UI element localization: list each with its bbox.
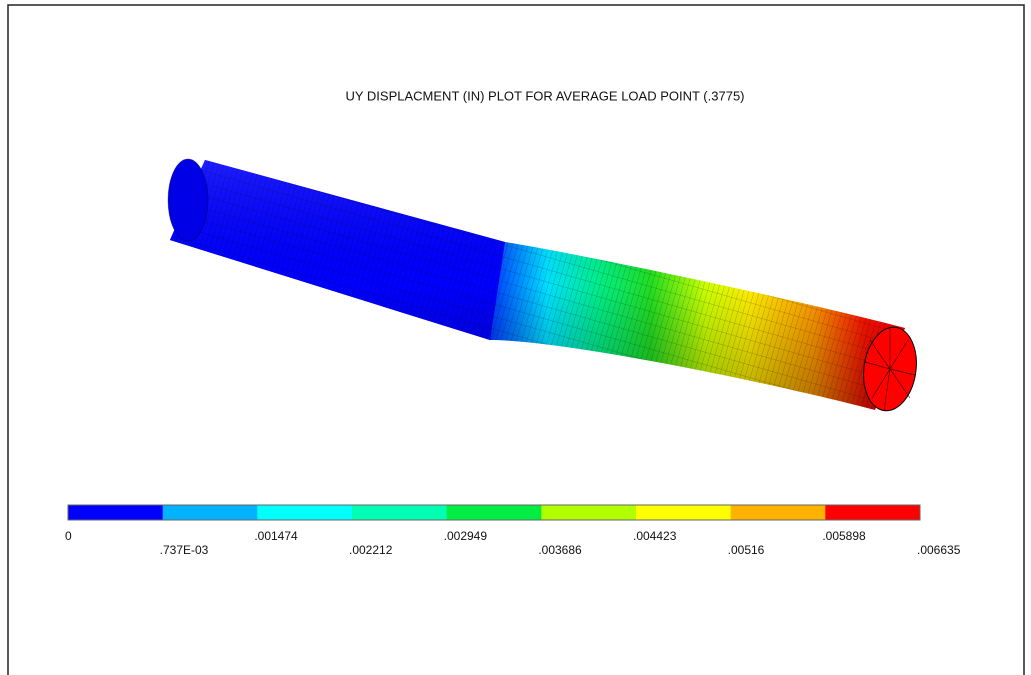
legend-label: .003686 — [538, 543, 582, 557]
legend-label: .001474 — [254, 529, 298, 543]
legend-label: .004423 — [633, 529, 677, 543]
legend-label: .00516 — [728, 543, 765, 557]
legend-label: .002212 — [349, 543, 393, 557]
legend-swatch — [163, 505, 258, 520]
legend-swatch — [541, 505, 636, 520]
legend-swatch — [447, 505, 542, 520]
legend-swatch — [636, 505, 731, 520]
color-legend: 0 .737E-03 .001474 .002212 .002949 .003686 .00… — [65, 505, 961, 557]
plot-window: UY DISPLACMENT (IN) PLOT FOR AVERAGE LOA… — [0, 0, 1031, 675]
legend-swatch — [352, 505, 447, 520]
legend-swatch — [257, 505, 352, 520]
legend-label: .005898 — [822, 529, 866, 543]
legend-swatch — [731, 505, 826, 520]
legend-swatch — [825, 505, 920, 520]
screenshot: UY DISPLACMENT (IN) PLOT FOR AVERAGE LOA… — [0, 0, 1031, 675]
tube-model — [168, 159, 922, 414]
legend-label: .006635 — [917, 543, 961, 557]
legend-label: 0 — [65, 529, 72, 543]
legend-label: .002949 — [444, 529, 488, 543]
legend-swatch — [68, 505, 163, 520]
plot-title: UY DISPLACMENT (IN) PLOT FOR AVERAGE LOA… — [345, 88, 744, 103]
legend-label: .737E-03 — [160, 543, 209, 557]
